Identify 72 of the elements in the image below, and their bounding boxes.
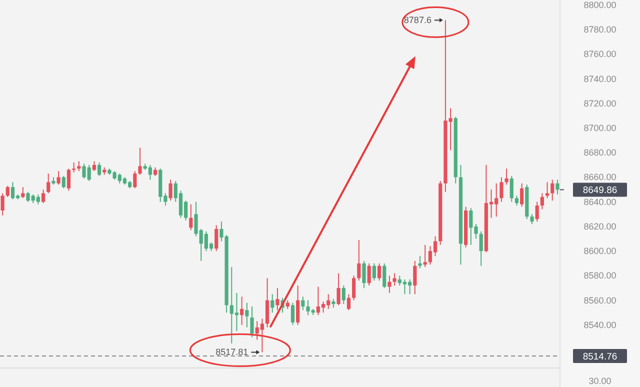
candlestick: [336, 272, 340, 306]
candlestick: [270, 294, 274, 314]
candlestick: [92, 160, 96, 172]
candlestick: [418, 256, 422, 269]
y-tick-label: 8800.00: [584, 0, 616, 10]
y-tick-label: 8560.00: [584, 295, 616, 306]
y-tick-label: 8680.00: [584, 148, 616, 158]
candlestick: [138, 147, 142, 176]
candlestick: [556, 179, 560, 195]
candlestick: [189, 204, 193, 231]
candlestick: [276, 288, 280, 311]
text: 30.00: [588, 376, 612, 386]
candlestick: [66, 168, 71, 192]
y-tick-label: 8720.00: [584, 98, 616, 108]
candlestick: [41, 189, 46, 204]
candlestick: [479, 230, 483, 266]
candlestick: [357, 240, 361, 282]
candlestick: [21, 186, 25, 199]
y-tick-label: 8780.00: [584, 24, 616, 35]
candlestick: [77, 160, 81, 172]
y-tick-label: 8740.00: [584, 74, 616, 84]
candlestick: [382, 262, 386, 288]
ref-line-label: 8514.76: [582, 351, 618, 362]
candlestick: [133, 170, 137, 189]
candlestick: [504, 168, 508, 186]
candlestick: [423, 244, 427, 268]
annotation: 8517.81: [216, 347, 248, 358]
y-tick-label: 8540.00: [584, 320, 616, 330]
candlestick: [296, 285, 300, 326]
candlestick: [550, 179, 554, 202]
candlestick: [265, 278, 270, 328]
candlestick: [545, 182, 550, 199]
y-tick-label: 8660.00: [584, 172, 616, 182]
candlestick: [56, 170, 60, 186]
candlestick: [342, 285, 346, 304]
candlestick: [352, 275, 356, 301]
annotation: 8787.6: [404, 15, 432, 26]
candlestick: [362, 260, 366, 288]
candlestick: [97, 162, 102, 176]
candlestick: [500, 176, 504, 202]
candlestick: [346, 294, 351, 311]
y-tick-label: 8700.00: [584, 123, 616, 133]
text: 8649.86: [582, 185, 618, 196]
candlestick: [510, 176, 514, 202]
candlestick: [214, 224, 218, 252]
candlestick: [240, 296, 244, 326]
candlestick: [540, 192, 544, 210]
candlestick: [168, 179, 172, 202]
candlestick: [392, 272, 396, 286]
candlestick: [388, 275, 392, 294]
candlestick: [367, 262, 371, 286]
candlestick: [301, 296, 305, 311]
candlestick: [0, 192, 4, 216]
candlestick: [245, 302, 249, 328]
candlestick: [520, 182, 524, 208]
y-tick-label: 8600.00: [584, 246, 616, 256]
candlestick: [413, 260, 417, 295]
y-tick-label: 8580.00: [584, 270, 616, 281]
candlestick: [62, 176, 66, 189]
candlestick: [6, 185, 10, 198]
candlestick: [46, 173, 50, 194]
candlestick: [530, 214, 534, 224]
candlestick: [514, 195, 519, 206]
candlestick: [250, 306, 254, 338]
y-tick-label: 8760.00: [584, 49, 616, 60]
candlestick: [290, 302, 295, 326]
y-tick-label: 8640.00: [584, 196, 616, 207]
y-tick-label: 8620.00: [584, 221, 616, 232]
candlestick: [372, 262, 376, 282]
candlestick: [535, 201, 539, 222]
candlestick: [377, 262, 382, 282]
candlestick: [72, 162, 76, 173]
